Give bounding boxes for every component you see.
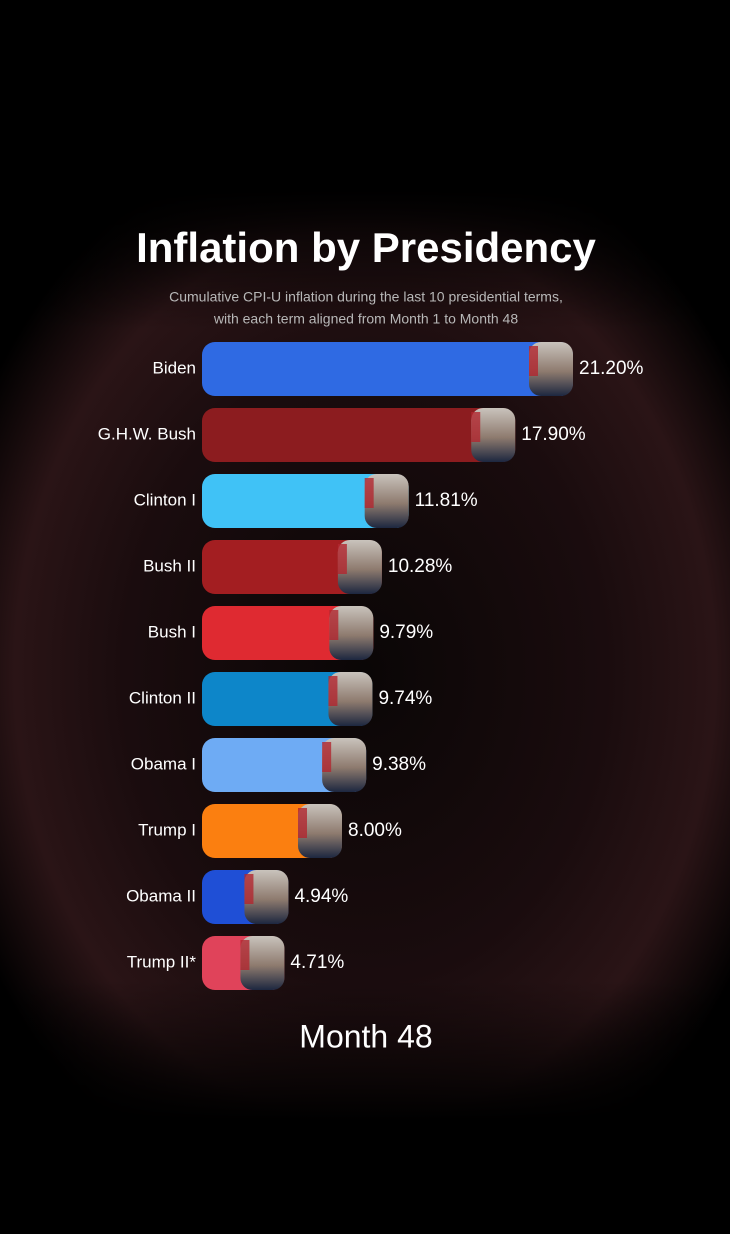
flag [364, 478, 374, 508]
portrait [240, 936, 285, 990]
chart-title: Inflation by Presidency [136, 224, 596, 271]
flag [529, 346, 538, 376]
category-label: Clinton I [134, 490, 196, 509]
value-label: 9.79% [379, 622, 433, 643]
flag [471, 412, 481, 442]
value-label: 21.20% [579, 358, 644, 379]
flag [240, 940, 250, 970]
value-label: 9.74% [378, 688, 432, 709]
portrait [329, 606, 374, 660]
category-label: Trump I [138, 820, 196, 839]
category-label: Biden [153, 358, 196, 377]
category-label: G.H.W. Bush [98, 424, 196, 443]
flag [244, 874, 254, 904]
portrait [322, 738, 367, 792]
value-label: 9.38% [372, 754, 426, 775]
portrait [337, 540, 382, 594]
chart-subtitle: Cumulative CPI-U inflation during the la… [169, 289, 563, 305]
flag [322, 742, 332, 772]
value-label: 10.28% [388, 556, 453, 577]
category-label: Obama II [126, 886, 196, 905]
flag [328, 676, 338, 706]
flag [329, 610, 339, 640]
category-label: Clinton II [129, 688, 196, 707]
flag [298, 808, 307, 838]
category-label: Obama I [131, 754, 196, 773]
value-label: 11.81% [415, 490, 478, 511]
flag [337, 544, 347, 574]
category-label: Bush I [148, 622, 196, 641]
portrait [244, 870, 289, 924]
bars: Biden 21.20% G.H.W. Bush 17.90% Clinton I 11.… [98, 342, 644, 990]
value-label: 8.00% [348, 820, 402, 841]
value-label: 4.71% [290, 952, 344, 973]
portrait [529, 342, 573, 396]
bar [202, 342, 573, 396]
portrait [328, 672, 373, 726]
bar [202, 474, 409, 528]
category-label: Trump II* [127, 952, 197, 971]
portrait [471, 408, 516, 462]
portrait [364, 474, 409, 528]
category-label: Bush II [143, 556, 196, 575]
chart-subtitle: with each term aligned from Month 1 to M… [213, 311, 518, 327]
portrait [298, 804, 342, 858]
bar [202, 408, 516, 462]
period-label: Month 48 [299, 1018, 432, 1054]
value-label: 17.90% [521, 424, 586, 445]
value-label: 4.94% [294, 886, 348, 907]
bar [202, 540, 382, 594]
